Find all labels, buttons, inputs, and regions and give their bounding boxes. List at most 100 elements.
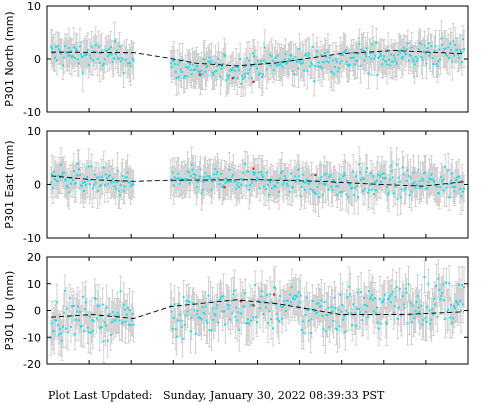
data-point	[442, 283, 445, 286]
data-point	[406, 42, 409, 45]
data-point	[343, 171, 346, 174]
data-point	[315, 179, 318, 182]
data-point	[243, 305, 246, 308]
data-point	[183, 323, 186, 326]
data-point	[277, 190, 280, 193]
data-point	[63, 45, 66, 48]
data-point	[235, 66, 238, 69]
data-point	[327, 61, 330, 64]
data-point	[283, 58, 286, 61]
data-point	[390, 170, 393, 173]
data-point	[249, 183, 252, 186]
data-point	[345, 309, 348, 312]
data-point	[225, 177, 228, 180]
data-point	[357, 52, 360, 55]
data-point	[327, 188, 330, 191]
data-point	[189, 68, 192, 71]
data-point	[226, 303, 229, 306]
data-point	[411, 182, 414, 185]
data-point	[220, 67, 223, 70]
data-point	[405, 179, 408, 182]
data-point	[349, 293, 352, 296]
data-point	[418, 311, 421, 314]
data-point	[276, 181, 279, 184]
data-point	[389, 301, 392, 304]
data-point	[279, 172, 282, 175]
data-point	[114, 319, 117, 322]
data-point	[291, 69, 294, 72]
data-point	[312, 45, 315, 48]
data-point	[237, 181, 240, 184]
data-point	[424, 52, 427, 55]
data-point	[340, 59, 343, 62]
data-point	[84, 183, 87, 186]
data-point	[127, 323, 130, 326]
data-point	[215, 70, 218, 73]
data-point	[359, 311, 362, 314]
data-point	[450, 48, 453, 51]
data-point	[210, 329, 213, 332]
data-point	[411, 304, 414, 307]
data-point	[126, 171, 129, 174]
data-point	[423, 276, 426, 279]
data-point	[321, 193, 324, 196]
data-point	[273, 62, 276, 65]
data-point	[357, 291, 360, 294]
data-point	[68, 54, 71, 57]
data-point	[65, 307, 68, 310]
data-point	[395, 163, 398, 166]
data-point	[231, 69, 234, 72]
data-point	[179, 68, 182, 71]
data-point	[299, 294, 302, 297]
data-point	[59, 163, 62, 166]
data-point	[410, 190, 413, 193]
data-point	[372, 310, 375, 313]
data-point	[231, 312, 234, 315]
data-point	[427, 181, 430, 184]
data-point	[433, 180, 436, 183]
data-point	[78, 174, 81, 177]
data-point	[355, 324, 358, 327]
data-point	[383, 55, 386, 58]
data-point	[252, 171, 255, 174]
y-axis-title: P301 East (mm)	[3, 140, 16, 228]
data-point	[256, 321, 259, 324]
data-point	[415, 60, 418, 63]
data-point	[257, 73, 260, 76]
data-point	[111, 177, 114, 180]
data-point	[50, 45, 52, 48]
data-point	[404, 186, 407, 189]
data-point	[265, 68, 268, 71]
data-point	[177, 303, 180, 306]
data-point	[175, 335, 178, 338]
data-point	[353, 193, 356, 196]
data-point	[128, 309, 131, 312]
data-point	[118, 319, 121, 322]
data-point	[254, 63, 257, 66]
data-point	[255, 179, 258, 182]
data-point	[355, 175, 358, 178]
data-point	[356, 307, 359, 310]
data-point	[384, 321, 387, 324]
data-point	[398, 51, 401, 54]
data-point	[324, 55, 327, 58]
data-point	[402, 303, 405, 306]
data-point	[63, 289, 66, 292]
data-point	[193, 309, 196, 312]
data-point	[188, 62, 191, 65]
data-point	[241, 178, 244, 181]
data-point	[221, 186, 224, 189]
data-point	[402, 46, 405, 49]
data-point	[248, 322, 251, 325]
data-point	[212, 173, 215, 176]
data-point	[330, 71, 333, 74]
data-point	[201, 73, 204, 76]
data-point	[176, 172, 179, 175]
data-point	[238, 328, 241, 331]
data-point	[128, 62, 131, 65]
data-point	[432, 178, 435, 181]
data-point	[298, 47, 301, 50]
data-point	[292, 178, 295, 181]
data-point	[444, 47, 447, 50]
